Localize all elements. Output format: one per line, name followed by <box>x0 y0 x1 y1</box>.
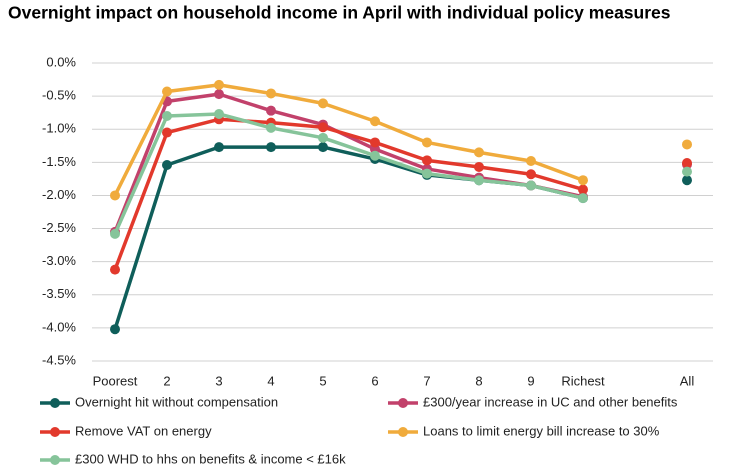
data-point <box>370 137 380 148</box>
data-point <box>110 264 120 275</box>
data-point <box>526 169 536 180</box>
data-point <box>318 122 328 133</box>
x-tick-label: Richest <box>561 373 605 388</box>
y-tick-label: 0.0% <box>46 54 76 69</box>
y-tick-label: -4.0% <box>42 319 76 334</box>
data-point <box>422 155 432 166</box>
data-point <box>214 142 224 153</box>
data-point <box>422 137 432 148</box>
y-tick-label: -2.0% <box>42 187 76 202</box>
data-point <box>214 108 224 119</box>
legend-marker <box>50 455 60 465</box>
data-point <box>110 190 120 201</box>
x-tick-label: 9 <box>527 373 534 388</box>
data-point <box>110 228 120 239</box>
y-tick-label: -3.5% <box>42 286 76 301</box>
x-tick-label: Poorest <box>93 373 138 388</box>
y-tick-label: -0.5% <box>42 88 76 103</box>
data-point <box>162 110 172 121</box>
data-point <box>214 89 224 100</box>
data-point <box>370 150 380 161</box>
x-tick-label: 4 <box>267 373 274 388</box>
x-tick-label: All <box>680 373 695 388</box>
x-tick-label: 7 <box>423 373 430 388</box>
data-point <box>318 132 328 143</box>
data-point <box>162 86 172 97</box>
chart-title: Overnight impact on household income in … <box>8 3 671 23</box>
x-tick-label: 5 <box>319 373 326 388</box>
y-tick-label: -1.5% <box>42 154 76 169</box>
data-point <box>474 147 484 158</box>
legend-marker <box>398 398 408 408</box>
data-point <box>578 184 588 195</box>
data-point <box>682 157 692 168</box>
series-line <box>115 119 687 269</box>
data-point <box>682 139 692 150</box>
legend-label: £300/year increase in UC and other benef… <box>423 394 678 409</box>
data-point <box>162 127 172 138</box>
data-point <box>682 175 692 186</box>
legend-marker <box>398 427 408 437</box>
data-point <box>110 324 120 335</box>
data-point <box>266 122 276 133</box>
series-line <box>115 85 687 196</box>
data-point <box>526 180 536 191</box>
data-point <box>474 161 484 172</box>
y-tick-label: -1.0% <box>42 121 76 136</box>
legend-marker <box>50 398 60 408</box>
data-point <box>422 168 432 179</box>
data-point <box>578 193 588 204</box>
data-point <box>318 142 328 153</box>
data-point <box>578 175 588 186</box>
data-point <box>474 175 484 186</box>
x-tick-label: 3 <box>215 373 222 388</box>
data-point <box>526 156 536 167</box>
data-point <box>214 79 224 90</box>
x-tick-label: 6 <box>371 373 378 388</box>
legend-label: Loans to limit energy bill increase to 3… <box>423 423 660 438</box>
data-point <box>266 105 276 116</box>
data-point <box>682 166 692 177</box>
data-point <box>370 116 380 127</box>
x-tick-label: 2 <box>163 373 170 388</box>
y-tick-label: -4.5% <box>42 352 76 367</box>
y-tick-label: -2.5% <box>42 220 76 235</box>
series-line <box>115 147 687 329</box>
y-tick-label: -3.0% <box>42 253 76 268</box>
data-point <box>266 88 276 99</box>
legend-label: Remove VAT on energy <box>75 423 212 438</box>
legend-label: Overnight hit without compensation <box>75 394 278 409</box>
data-point <box>318 98 328 109</box>
legend-marker <box>50 427 60 437</box>
x-tick-label: 8 <box>475 373 482 388</box>
data-point <box>162 159 172 170</box>
legend-label: £300 WHD to hhs on benefits & income < £… <box>75 451 346 466</box>
data-point <box>266 142 276 153</box>
